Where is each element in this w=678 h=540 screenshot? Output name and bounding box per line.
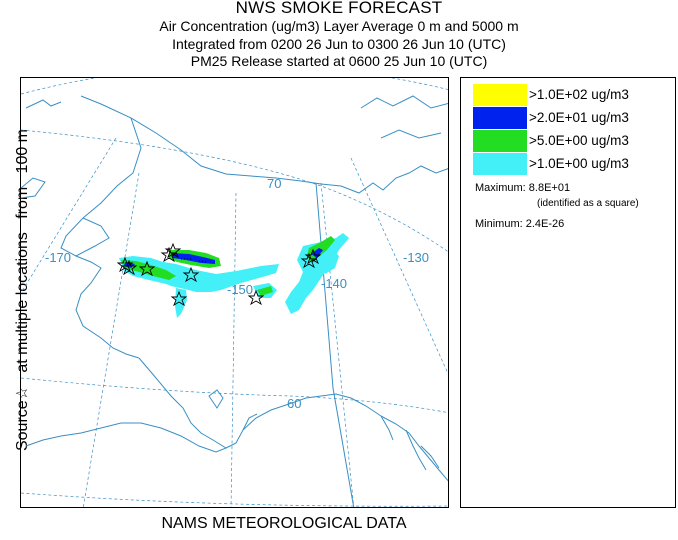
- north-coast: [25, 95, 448, 194]
- plume-green-south: [257, 286, 273, 296]
- label-lon-170: -170: [45, 250, 71, 265]
- seward-peninsula: [21, 177, 46, 199]
- alaska-map: -170 -150 -140 -130 70 60: [21, 78, 448, 507]
- legend-label-3: >5.0E+00 ug/m3: [529, 133, 629, 148]
- map-panel: -170 -150 -140 -130 70 60: [20, 77, 449, 508]
- label-lat-60: 60: [287, 396, 301, 411]
- source-star-6: [170, 290, 188, 307]
- latitude-60-line: [21, 377, 448, 413]
- graticule-lines: [21, 78, 448, 507]
- meridian-130-line: [350, 157, 448, 375]
- arctic-islands: [360, 95, 448, 139]
- legend-panel: >1.0E+02 ug/m3 >2.0E+01 ug/m3 >5.0E+00 u…: [460, 77, 676, 508]
- plume-blue-central: [171, 253, 215, 264]
- maximum-note: (identified as a square): [537, 198, 639, 209]
- footer-met-data: NAMS METEOROLOGICAL DATA: [161, 515, 407, 532]
- label-lon-140: -140: [321, 276, 347, 291]
- legend-swatch-1: [473, 84, 527, 106]
- legend-swatch-2: [473, 107, 527, 129]
- subtitle-release-start: PM25 Release started at 0600 25 Jun 10 (…: [190, 53, 488, 69]
- source-star-2: [120, 259, 138, 276]
- coastline: [21, 95, 448, 482]
- legend-entry-3: >5.0E+00 ug/m3: [473, 130, 673, 152]
- maximum-value: Maximum: 8.8E+01: [475, 182, 571, 194]
- alaska-canada-border: [315, 182, 355, 507]
- source-star-3: [164, 242, 182, 259]
- latitude-70-line: [21, 129, 448, 253]
- label-lon-150: -150: [227, 282, 253, 297]
- source-star-10: [138, 260, 156, 277]
- west-coast: [60, 117, 142, 359]
- alaska-peninsula: [25, 357, 228, 453]
- legend-label-4: >1.0E+00 ug/m3: [529, 156, 629, 171]
- legend-swatch-4: [473, 153, 527, 175]
- norton-sound: [75, 217, 110, 257]
- label-lat-70: 70: [267, 176, 281, 191]
- legend-entry-4: >1.0E+00 ug/m3: [473, 153, 673, 175]
- meridian-170-line: [21, 137, 117, 294]
- legend-entry-1: >1.0E+02 ug/m3: [473, 84, 673, 106]
- kodiak-island: [208, 389, 224, 409]
- legend-label-2: >2.0E+01 ug/m3: [529, 110, 629, 125]
- plume-dots-central: [181, 258, 208, 263]
- source-star-5: [182, 266, 200, 283]
- cook-inlet: [242, 413, 258, 431]
- source-star-7: [247, 289, 265, 306]
- south-coast: [225, 393, 448, 482]
- label-lon-130: -130: [403, 250, 429, 265]
- legend-swatch-3: [473, 130, 527, 152]
- subtitle-integration-period: Integrated from 0200 26 Jun to 0300 26 J…: [172, 36, 506, 52]
- source-star-8: [300, 252, 318, 269]
- page-title: NWS SMOKE FORECAST: [235, 0, 443, 17]
- legend-label-1: >1.0E+02 ug/m3: [529, 87, 629, 102]
- latitude-50-line: [21, 492, 448, 507]
- minimum-value: Minimum: 2.4E-26: [475, 218, 565, 230]
- latitude-80-line: [21, 78, 448, 95]
- subtitle-concentration: Air Concentration (ug/m3) Layer Average …: [159, 18, 519, 34]
- source-star-9: [304, 248, 322, 265]
- source-markers: [116, 242, 322, 307]
- plume-blue-east: [311, 248, 323, 258]
- meridian-160-line: [82, 172, 140, 507]
- plume-green-west: [121, 260, 176, 280]
- meridian-150-line: [230, 192, 237, 507]
- graticule-labels: -170 -150 -140 -130 70 60: [45, 176, 429, 411]
- source-star-4: [160, 246, 178, 263]
- panhandle-inlets: [380, 415, 440, 471]
- legend-entry-2: >2.0E+01 ug/m3: [473, 107, 673, 129]
- smoke-plumes: [119, 233, 349, 318]
- plume-cyan-east-tip: [319, 248, 339, 274]
- meridian-140-line: [320, 182, 355, 507]
